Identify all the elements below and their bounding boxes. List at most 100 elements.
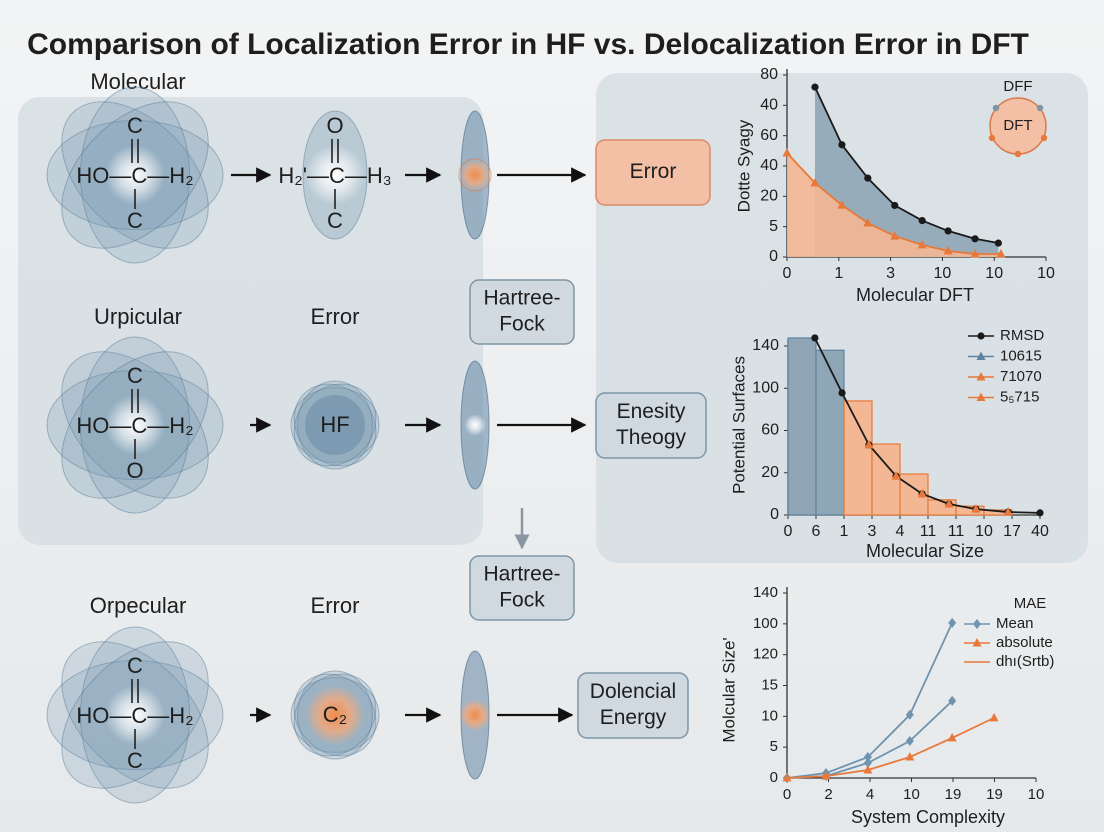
marker bbox=[864, 439, 874, 449]
marker bbox=[994, 239, 1002, 247]
orbital-center bbox=[464, 414, 486, 436]
atom-label: C bbox=[127, 113, 143, 138]
sphere-label: C₂ bbox=[323, 702, 347, 727]
x-tick-label: 19 bbox=[945, 786, 962, 803]
y-tick-label: 0 bbox=[770, 769, 778, 786]
area-fill bbox=[787, 152, 1001, 257]
marker bbox=[918, 217, 926, 225]
y-tick-label: 15 bbox=[761, 676, 778, 693]
y-tick-label: 100 bbox=[752, 379, 779, 396]
right-panel bbox=[596, 73, 1088, 563]
box-text: Hartree- bbox=[483, 563, 560, 586]
box-text: Dolencial bbox=[590, 680, 676, 703]
stage-label: Error bbox=[311, 593, 360, 618]
y-tick-label: 40 bbox=[760, 97, 778, 114]
legend-marker bbox=[972, 638, 982, 647]
x-tick-label: 10 bbox=[1037, 265, 1055, 282]
bar bbox=[815, 349, 845, 516]
atom-label: O bbox=[126, 458, 143, 483]
x-tick-label: 1 bbox=[834, 265, 843, 282]
orbital-lobe bbox=[293, 383, 377, 467]
marker bbox=[864, 174, 872, 182]
y-tick-label: 140 bbox=[753, 584, 778, 601]
atom-label: C bbox=[127, 748, 143, 773]
annotation-dot bbox=[1036, 104, 1044, 112]
title: Comparison of Localization Error in HF v… bbox=[27, 28, 1029, 61]
marker bbox=[917, 488, 927, 498]
x-tick-label: 19 bbox=[986, 786, 1003, 803]
result-box bbox=[595, 392, 707, 459]
x-tick-label: 6 bbox=[812, 523, 821, 540]
marker bbox=[971, 504, 981, 513]
legend-label: 5₅715 bbox=[1000, 388, 1039, 405]
y-tick-label: 60 bbox=[761, 422, 779, 439]
marker bbox=[947, 732, 957, 742]
box-text: Fock bbox=[499, 313, 545, 336]
glow bbox=[105, 685, 165, 745]
legend-label: dhı(Srtb) bbox=[996, 653, 1054, 670]
box-text: Energy bbox=[600, 706, 667, 729]
box-text: Hartree- bbox=[483, 287, 560, 310]
marker bbox=[821, 771, 831, 780]
orbital-lobe bbox=[290, 387, 380, 463]
x-tick-label: 2 bbox=[824, 786, 832, 803]
marker bbox=[989, 712, 999, 722]
marker bbox=[1036, 509, 1044, 517]
x-tick-label: 0 bbox=[784, 523, 793, 540]
marker bbox=[838, 389, 846, 397]
x-tick-label: 40 bbox=[1031, 523, 1049, 540]
y-tick-label: 5 bbox=[770, 738, 778, 755]
y-tick-label: 20 bbox=[760, 188, 778, 205]
x-tick-label: 11 bbox=[948, 523, 965, 540]
x-tick-label: 1 bbox=[840, 523, 849, 540]
marker bbox=[917, 239, 927, 249]
marker bbox=[810, 177, 820, 187]
y-tick-label: 10 bbox=[761, 707, 778, 724]
molecule-chain: HO—C—H₂ bbox=[76, 163, 193, 188]
x-tick-label: 0 bbox=[783, 265, 792, 282]
x-tick-label: 4 bbox=[896, 523, 905, 540]
marker bbox=[863, 764, 873, 774]
y-axis-label: Potential Surfaces bbox=[729, 356, 748, 494]
marker bbox=[948, 695, 957, 706]
atom-label: O bbox=[326, 113, 343, 138]
marker bbox=[971, 235, 979, 243]
series-line bbox=[786, 717, 995, 779]
result-box bbox=[595, 139, 711, 206]
box-text: Error bbox=[630, 160, 677, 183]
marker bbox=[944, 227, 952, 235]
box-text: Enesity bbox=[617, 400, 686, 423]
molecule-chain: H₂'—C—H₃ bbox=[278, 163, 391, 188]
area-fill bbox=[814, 87, 999, 257]
marker bbox=[890, 231, 900, 240]
y-axis-label: Molcular Size' bbox=[719, 637, 738, 742]
marker bbox=[811, 83, 819, 91]
marker bbox=[863, 752, 872, 763]
y-tick-label: 100 bbox=[753, 615, 778, 632]
marker bbox=[891, 201, 899, 210]
legend-marker bbox=[976, 392, 986, 401]
box-text: Theogy bbox=[616, 426, 687, 449]
legend-marker bbox=[976, 351, 986, 360]
annotation-dot bbox=[992, 104, 1000, 112]
row-label: Orpecular bbox=[90, 593, 187, 618]
glow bbox=[105, 395, 165, 455]
x-tick-label: 3 bbox=[886, 265, 895, 282]
legend-marker bbox=[973, 619, 981, 629]
orbital-center bbox=[459, 699, 491, 731]
marker bbox=[838, 141, 846, 149]
orbital-lobe bbox=[293, 383, 377, 467]
orbital-lobe bbox=[297, 380, 373, 470]
legend-marker bbox=[976, 372, 986, 381]
row-label: Urpicular bbox=[94, 304, 182, 329]
y-tick-label: 120 bbox=[753, 646, 778, 663]
annotation-dot bbox=[988, 134, 996, 142]
y-tick-label: 140 bbox=[752, 337, 779, 354]
atom-label: C bbox=[127, 653, 143, 678]
orbital-center bbox=[458, 158, 492, 192]
legend-title: MAE bbox=[1014, 595, 1047, 612]
y-tick-label: 0 bbox=[770, 506, 779, 523]
molecule-chain: HO—C—H₂ bbox=[76, 703, 193, 728]
sphere-core bbox=[305, 685, 365, 745]
